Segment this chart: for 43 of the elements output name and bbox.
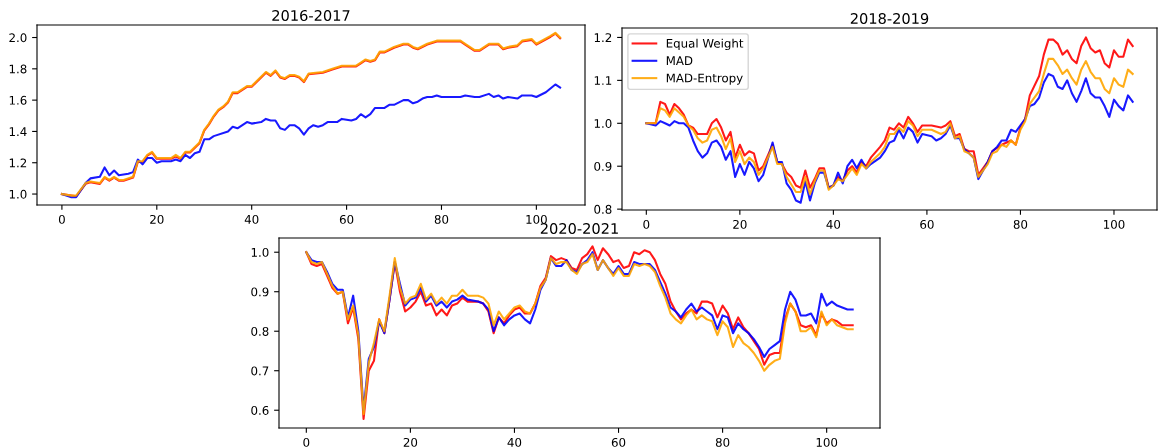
y-tick-label: 0.6 <box>251 405 269 415</box>
x-tick-label: 20 <box>403 437 418 447</box>
x-tick-label: 100 <box>526 214 547 224</box>
y-tick-label: 1.1 <box>594 76 612 85</box>
x-tick-label: 0 <box>58 214 65 224</box>
x-tick-label: 80 <box>434 214 449 224</box>
legend-label: MAD <box>666 56 693 65</box>
y-tick-label: 1.8 <box>9 64 27 74</box>
x-tick-label: 20 <box>150 214 164 224</box>
y-tick-label: 1.0 <box>9 189 27 199</box>
y-tick-label: 1.2 <box>9 158 27 168</box>
line-series <box>645 72 1134 204</box>
y-tick-label: 1.0 <box>251 247 269 257</box>
x-tick-label: 40 <box>826 219 841 229</box>
x-tick-label: 100 <box>816 437 838 447</box>
y-tick-label: 1.2 <box>594 33 612 42</box>
x-tick-label: 60 <box>611 437 626 447</box>
y-tick-label: 0.8 <box>251 326 269 336</box>
y-tick-label: 0.9 <box>251 287 269 297</box>
y-tick-label: 0.8 <box>594 204 612 214</box>
x-tick-label: 0 <box>303 437 310 447</box>
chart-title: 2020-2021 <box>540 223 618 235</box>
y-tick-label: 1.4 <box>9 127 27 136</box>
chart-title: 2018-2019 <box>850 13 929 25</box>
y-tick-label: 2.0 <box>9 33 27 43</box>
x-tick-label: 40 <box>507 437 522 447</box>
line-series <box>645 57 1134 196</box>
x-tick-label: 80 <box>1013 219 1028 229</box>
x-tick-label: 80 <box>715 437 730 447</box>
chart-title: 2016-2017 <box>272 10 350 22</box>
x-tick-label: 100 <box>1104 219 1125 229</box>
legend-label: Equal Weight <box>666 38 744 51</box>
x-tick-label: 40 <box>244 214 259 224</box>
y-tick-label: 0.9 <box>594 161 612 171</box>
x-tick-label: 20 <box>733 219 747 229</box>
x-tick-label: 60 <box>920 219 934 229</box>
y-tick-label: 0.7 <box>251 366 269 376</box>
line-series <box>60 83 562 199</box>
y-tick-label: 1.6 <box>9 95 27 105</box>
x-tick-label: 0 <box>643 219 650 229</box>
y-tick-label: 1.0 <box>594 119 612 128</box>
x-tick-label: 60 <box>339 214 354 224</box>
legend-label: MAD-Entropy <box>666 73 743 85</box>
